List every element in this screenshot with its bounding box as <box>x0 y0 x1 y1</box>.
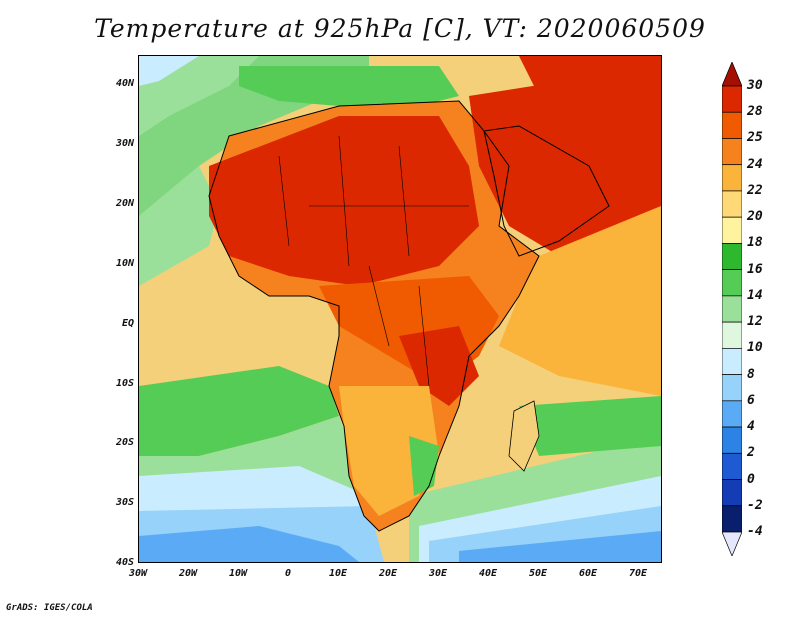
colorbar-segment <box>722 452 742 480</box>
lat-label: 10S <box>115 378 134 389</box>
colorbar-label: 2 <box>747 445 755 461</box>
lon-label: 20W <box>178 568 198 579</box>
arabia-coastline <box>483 125 610 257</box>
colorbar-bottom-arrow <box>722 531 742 556</box>
lon-label: 60E <box>578 568 598 579</box>
colorbar-segment <box>722 138 742 166</box>
colorbar-top-arrow <box>722 62 742 87</box>
colorbar-label: 12 <box>747 314 763 330</box>
lat-label: EQ <box>121 318 134 329</box>
lat-label: 30S <box>115 497 134 508</box>
map-title: Temperature at 925hPa [C], VT: 202006050… <box>94 14 706 43</box>
southern-africa-cool <box>409 436 439 496</box>
colorbar-label: -4 <box>747 524 763 539</box>
colorbar-label: 6 <box>747 392 755 408</box>
temperature-map <box>138 55 662 563</box>
colorbar-segment <box>722 164 742 192</box>
colorbar-segment <box>722 505 742 533</box>
colorbar-segment <box>722 190 742 218</box>
lat-label: 40N <box>115 78 134 89</box>
africa-coastline <box>208 100 540 532</box>
lat-label: 30N <box>115 138 134 149</box>
colorbar-segment <box>722 321 742 349</box>
colorbar-label: 0 <box>747 471 755 487</box>
colorbar-label: 10 <box>747 340 763 356</box>
lat-label: 20N <box>115 198 134 209</box>
south-indian-deepblue <box>459 531 661 562</box>
colorbar-segment <box>722 269 742 297</box>
colorbar-label: 20 <box>747 209 763 225</box>
lon-label: 10E <box>328 568 348 579</box>
temperature-field <box>139 56 661 562</box>
iran-hot <box>519 56 661 96</box>
colorbar-label: 24 <box>747 156 763 172</box>
colorbar-segment <box>722 111 742 139</box>
colorbar-label: 14 <box>747 287 763 303</box>
colorbar <box>722 62 742 556</box>
lon-label: 40E <box>478 568 498 579</box>
colorbar-label: 22 <box>747 182 763 198</box>
colorbar-segment <box>722 374 742 402</box>
colorbar-label: 18 <box>747 235 763 251</box>
arabia-hot <box>469 66 661 256</box>
lon-label: 70E <box>628 568 648 579</box>
colorbar-label: 4 <box>747 419 755 435</box>
colorbar-segment <box>722 243 742 270</box>
lon-label: 0 <box>284 568 292 579</box>
mascarene-green <box>519 396 661 456</box>
lon-label: 20E <box>378 568 398 579</box>
colorbar-label: 30 <box>747 78 763 93</box>
lat-label: 20S <box>115 437 134 448</box>
mediterranean <box>239 66 459 111</box>
colorbar-label: 16 <box>747 261 763 277</box>
colorbar-label: 8 <box>747 366 755 382</box>
north-atlantic-cold <box>139 56 199 86</box>
lat-label: 10N <box>115 258 134 269</box>
colorbar-label: -2 <box>747 497 763 513</box>
lat-label: 40S <box>115 557 134 568</box>
colorbar-segment <box>722 400 742 428</box>
canary-cool <box>139 166 219 286</box>
north-atlantic-cooler <box>139 56 259 136</box>
grads-credit: GrADS: IGES/COLA <box>6 603 93 613</box>
colorbar-label: 25 <box>747 130 763 146</box>
lon-label: 50E <box>528 568 548 579</box>
colorbar-segment <box>722 295 742 323</box>
lon-label: 10W <box>228 568 248 579</box>
colorbar-segment <box>722 348 742 375</box>
madagascar <box>508 400 540 472</box>
country-borders <box>278 135 469 387</box>
colorbar-segment <box>722 426 742 454</box>
lon-label: 30W <box>128 568 148 579</box>
south-atlantic-green <box>139 366 339 476</box>
colorbar-segment <box>722 479 742 507</box>
colorbar-segment <box>722 85 742 113</box>
south-atlantic-deepblue <box>139 526 359 562</box>
colorbar-segment <box>722 216 742 244</box>
colorbar-label: 28 <box>747 104 763 120</box>
lon-label: 30E <box>428 568 448 579</box>
arabian-sea-warm <box>499 206 661 396</box>
